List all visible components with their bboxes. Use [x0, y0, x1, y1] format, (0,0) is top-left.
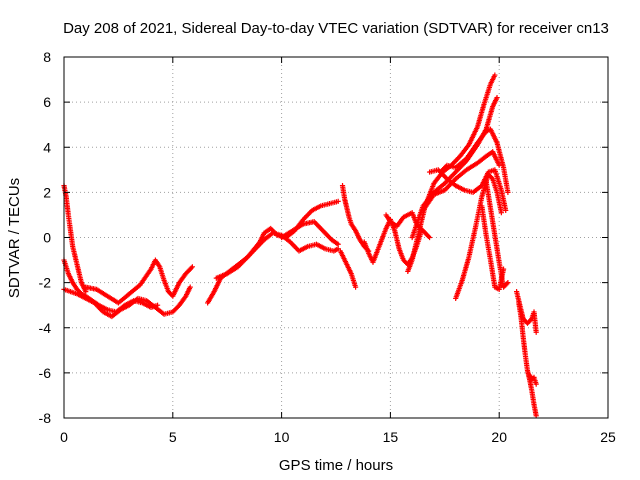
series-arc16 [437, 126, 511, 195]
data-point [533, 381, 539, 387]
data-point [505, 189, 511, 195]
series-arc19 [479, 203, 507, 292]
data-point [494, 95, 500, 101]
y-tick-label: -2 [39, 275, 52, 291]
y-tick-label: -6 [39, 365, 52, 381]
series-arc9 [337, 248, 359, 290]
data-point [335, 198, 341, 204]
data-point [187, 284, 193, 290]
y-tick-label: 2 [43, 184, 51, 200]
y-axis-label: SDTVAR / TECUs [6, 178, 23, 298]
chart-title: Day 208 of 2021, Sidereal Day-to-day VTE… [63, 20, 609, 37]
y-tick-label: 6 [43, 94, 51, 110]
series-arc3 [61, 284, 193, 320]
data-points [61, 72, 539, 419]
data-point [488, 175, 495, 181]
series-arc7 [279, 219, 341, 247]
x-tick-label: 5 [169, 429, 177, 445]
x-tick-label: 10 [274, 429, 290, 445]
data-point [426, 234, 433, 241]
data-point [443, 163, 449, 170]
data-point [496, 162, 502, 168]
data-point [492, 72, 498, 78]
axis-ticks: 0 5 10 15 20 25 -8 -6 -4 -2 0 2 4 6 8 [39, 49, 616, 445]
data-point [335, 241, 341, 247]
series-arc6 [213, 198, 341, 281]
series-arc8 [339, 183, 372, 254]
y-tick-label: 8 [43, 49, 51, 65]
x-tick-label: 20 [491, 429, 507, 445]
data-point [189, 264, 195, 270]
data-point [503, 207, 509, 214]
data-point [188, 265, 194, 271]
data-point [533, 329, 539, 335]
data-point [498, 210, 504, 216]
data-point [273, 231, 279, 237]
series-arc14 [420, 149, 502, 214]
series-arc5 [205, 230, 341, 306]
series-arc22 [527, 372, 539, 387]
data-point [83, 289, 89, 295]
data-point [425, 233, 432, 239]
data-point [533, 413, 539, 419]
y-tick-label: 0 [43, 230, 51, 246]
data-point [352, 284, 359, 290]
y-tick-label: -8 [39, 410, 52, 426]
y-tick-label: -4 [39, 320, 52, 336]
x-axis-label: GPS time / hours [279, 457, 393, 474]
series-arc4 [83, 257, 195, 306]
data-point [504, 281, 510, 287]
series-arc1 [61, 183, 89, 295]
y-tick-label: 4 [43, 139, 51, 155]
x-tick-label: 25 [600, 429, 616, 445]
data-point [505, 280, 511, 286]
series-arc18 [483, 178, 511, 290]
grid [64, 57, 608, 418]
x-tick-label: 0 [60, 429, 68, 445]
data-point [500, 266, 507, 272]
series-arc21 [516, 300, 539, 419]
x-tick-label: 15 [383, 429, 399, 445]
